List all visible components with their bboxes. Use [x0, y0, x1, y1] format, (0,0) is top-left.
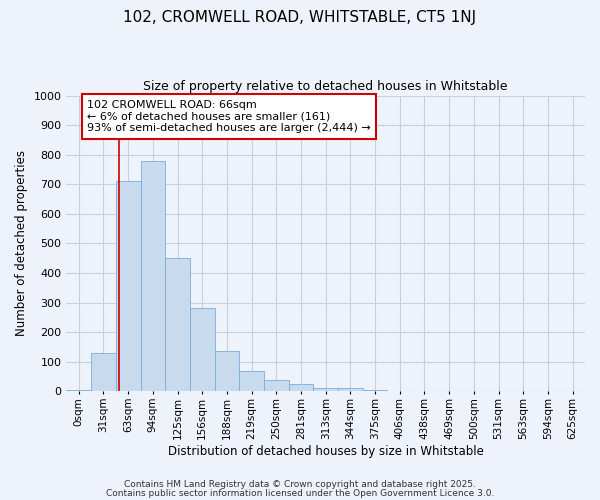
Bar: [91, 353, 116, 392]
Bar: [165, 258, 190, 392]
Title: Size of property relative to detached houses in Whitstable: Size of property relative to detached ho…: [143, 80, 508, 93]
Bar: [67, 390, 91, 392]
Bar: [289, 384, 313, 392]
Bar: [190, 308, 215, 392]
X-axis label: Distribution of detached houses by size in Whitstable: Distribution of detached houses by size …: [168, 444, 484, 458]
Y-axis label: Number of detached properties: Number of detached properties: [15, 150, 28, 336]
Bar: [140, 160, 165, 392]
Bar: [116, 182, 140, 392]
Text: 102 CROMWELL ROAD: 66sqm
← 6% of detached houses are smaller (161)
93% of semi-d: 102 CROMWELL ROAD: 66sqm ← 6% of detache…: [87, 100, 371, 133]
Text: Contains public sector information licensed under the Open Government Licence 3.: Contains public sector information licen…: [106, 488, 494, 498]
Bar: [313, 388, 338, 392]
Bar: [239, 370, 264, 392]
Bar: [363, 390, 388, 392]
Bar: [264, 380, 289, 392]
Text: Contains HM Land Registry data © Crown copyright and database right 2025.: Contains HM Land Registry data © Crown c…: [124, 480, 476, 489]
Text: 102, CROMWELL ROAD, WHITSTABLE, CT5 1NJ: 102, CROMWELL ROAD, WHITSTABLE, CT5 1NJ: [124, 10, 476, 25]
Bar: [338, 388, 363, 392]
Bar: [215, 352, 239, 392]
